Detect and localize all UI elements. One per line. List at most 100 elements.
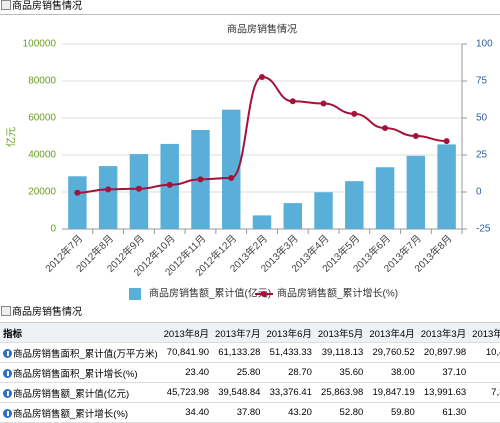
cell: 37.10	[417, 362, 470, 383]
y-tick-label: 60000	[28, 113, 56, 124]
column-header: 2013年8月	[160, 322, 213, 343]
cell: 23.40	[160, 362, 213, 383]
info-icon[interactable]	[3, 388, 12, 398]
cell: 13,991.63	[417, 382, 470, 403]
bar	[437, 144, 456, 229]
cell: 70,841.90	[160, 342, 213, 363]
cell: 77.	[469, 402, 500, 423]
bar	[406, 155, 426, 229]
info-icon[interactable]	[3, 408, 12, 418]
line-point	[412, 133, 419, 140]
y2-tick-label: 25	[476, 150, 488, 161]
legend-label: 商品房销售额_累计值(亿元)	[149, 287, 271, 300]
bar	[314, 192, 333, 229]
column-header: 2013年6月	[263, 322, 315, 343]
table-header: 商品房销售情况	[0, 306, 500, 320]
row-label-cell: 商品房销售额_累计增长(%)	[0, 402, 161, 423]
line-point	[74, 189, 81, 196]
bar	[222, 109, 241, 229]
cell: 45,723.98	[160, 382, 213, 403]
column-header: 2013年5月	[314, 322, 367, 343]
cell: 43.20	[263, 402, 315, 423]
column-header: 2013年2月	[469, 322, 500, 343]
legend-swatch	[129, 288, 141, 300]
y-axis-label: 亿元	[5, 127, 18, 147]
line-point	[228, 174, 235, 181]
bar	[375, 167, 395, 229]
cell: 61.30	[417, 402, 470, 423]
cell: 10,471.	[469, 342, 500, 363]
row-label: 商品房销售面积_累计值(万平方米)	[13, 348, 158, 360]
cell: 33,376.41	[263, 382, 315, 403]
y-tick-label: 100000	[23, 39, 57, 50]
cell: 25,863.98	[314, 382, 367, 403]
cell: 39,548.84	[212, 382, 264, 403]
y-tick-label: 40000	[28, 150, 56, 161]
column-header: 2013年7月	[212, 322, 264, 343]
line-point	[443, 138, 450, 145]
y2-tick-label: 50	[476, 113, 488, 124]
table-row: 商品房销售额_累计值(亿元) 45,723.98 39,548.84 33,376.4…	[0, 382, 500, 403]
panel-title: 商品房销售情况	[12, 1, 82, 12]
bar	[68, 176, 87, 229]
cell: 59.80	[366, 402, 418, 423]
line-point	[197, 176, 204, 183]
line-point	[135, 185, 142, 192]
bar	[98, 166, 118, 229]
legend-swatch	[261, 291, 267, 297]
y-tick-label: 80000	[28, 76, 56, 87]
line-point	[382, 125, 389, 132]
legend-label: 商品房销售额_累计增长(%)	[277, 287, 398, 300]
cell: 28.70	[263, 362, 315, 383]
y2-tick-label: 100	[476, 39, 493, 50]
cell: 39,118.13	[314, 342, 367, 363]
cell: 25.80	[212, 362, 264, 383]
info-icon[interactable]	[3, 348, 12, 358]
panel-header: 商品房销售情况	[0, 0, 500, 15]
column-header: 2013年3月	[417, 322, 470, 343]
bar	[252, 215, 272, 229]
row-label: 商品房销售额_累计增长(%)	[13, 408, 129, 420]
cell: 34.40	[160, 402, 213, 423]
cell: 7,361.	[469, 382, 500, 403]
table-row: 商品房销售面积_累计增长(%) 23.40 25.80 28.70 35.60 38.00…	[0, 362, 500, 383]
row-label: 商品房销售面积_累计增长(%)	[13, 368, 138, 380]
column-header: 指标	[0, 322, 161, 343]
cell: 38.00	[366, 362, 418, 383]
y-tick-label: 20000	[28, 187, 56, 198]
y2-tick-label: -25	[476, 224, 491, 235]
y2-tick-label: 75	[476, 76, 488, 87]
bar	[283, 203, 302, 229]
line-point	[259, 74, 265, 81]
bar	[345, 181, 364, 229]
table-row: 商品房销售面积_累计值(万平方米) 70,841.90 61,133.28 51,43…	[0, 342, 500, 363]
cell: 52.80	[314, 402, 367, 423]
line-point	[105, 186, 112, 193]
line-point	[289, 98, 296, 105]
chart-title: 商品房销售情况	[227, 23, 297, 36]
cell: 49.	[469, 362, 500, 383]
cell: 37.80	[212, 402, 264, 423]
cell: 51,433.33	[263, 342, 315, 363]
line-point	[351, 110, 358, 117]
table-title: 商品房销售情况	[12, 307, 82, 318]
y-tick-label: 0	[50, 224, 56, 235]
header-row: 指标 2013年8月 2013年7月 2013年6月 2013年5月 2013年4月 201…	[0, 322, 500, 343]
cell: 20,897.98	[417, 342, 470, 363]
cell: 19,847.19	[366, 382, 418, 403]
cell: 29,760.52	[366, 342, 418, 363]
info-icon[interactable]	[3, 368, 12, 378]
table-row: 商品房销售额_累计增长(%) 34.40 37.80 43.20 52.80 59.80 6…	[0, 402, 500, 423]
line-point	[320, 100, 327, 107]
row-label-cell: 商品房销售额_累计值(亿元)	[0, 382, 161, 403]
line-point	[166, 181, 173, 188]
cell: 61,133.28	[212, 342, 264, 363]
column-header: 2013年4月	[366, 322, 418, 343]
y2-tick-label: 0	[476, 187, 482, 198]
data-table: 指标 2013年8月 2013年7月 2013年6月 2013年5月 2013年4月 201…	[0, 322, 500, 423]
row-label-cell: 商品房销售面积_累计值(万平方米)	[0, 342, 161, 363]
cell: 35.60	[314, 362, 367, 383]
row-label: 商品房销售额_累计值(亿元)	[13, 388, 130, 400]
